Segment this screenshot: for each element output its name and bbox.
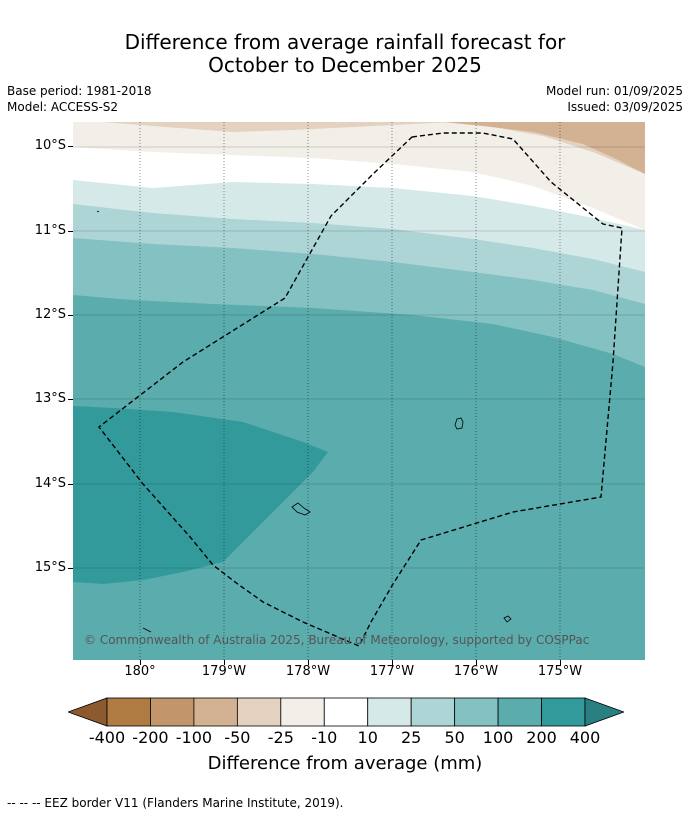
legend-colorbar — [68, 697, 624, 727]
legend-label: 100 — [482, 728, 514, 747]
model-name: Model: ACCESS-S2 — [7, 100, 119, 114]
meta-left: Base period: 1981-2018 Model: ACCESS-S2 — [7, 83, 152, 115]
meta-right: Model run: 01/09/2025 Issued: 03/09/2025 — [546, 83, 683, 115]
lon-label-176w: 176°W — [453, 664, 499, 679]
lon-tick — [392, 660, 393, 665]
lat-tick — [68, 231, 73, 232]
latitude-lines — [73, 146, 645, 569]
legend-swatch — [454, 697, 499, 727]
legend-swatch — [280, 697, 325, 727]
legend-swatch — [323, 697, 369, 727]
island-shape — [142, 627, 152, 633]
legend-swatch — [497, 697, 542, 727]
legend-swatch — [150, 697, 195, 727]
map-title: Difference from average rainfall forecas… — [0, 31, 690, 77]
legend-label: 50 — [444, 728, 465, 747]
eez-footnote: -- -- -- EEZ border V11 (Flanders Marine… — [7, 796, 344, 810]
legend-swatch — [236, 697, 282, 727]
lat-tick — [68, 568, 73, 569]
legend-label: 10 — [357, 728, 378, 747]
lon-label-180: 180° — [124, 664, 156, 679]
model-run: Model run: 01/09/2025 — [545, 84, 683, 98]
legend-swatch — [106, 697, 151, 727]
legend-title: Difference from average (mm) — [207, 753, 483, 774]
lat-label-15s: 15°S — [34, 560, 66, 575]
island-shape — [503, 615, 512, 623]
lat-label-13s: 13°S — [34, 391, 66, 406]
legend-swatch-high-extend — [584, 697, 624, 727]
legend-swatch-low-extend — [68, 697, 108, 727]
copyright-notice: © Commonwealth of Australia 2025, Bureau… — [84, 633, 590, 647]
lat-tick — [68, 399, 73, 400]
lon-tick — [140, 660, 141, 665]
lat-label-14s: 14°S — [34, 476, 66, 491]
legend-label: -25 — [267, 728, 294, 747]
legend-label: -50 — [224, 728, 251, 747]
lat-label-10s: 10°S — [34, 138, 66, 153]
lon-label-178w: 178°W — [285, 664, 331, 679]
lat-tick — [68, 315, 73, 316]
legend-swatch — [541, 697, 586, 727]
legend-swatch — [410, 697, 456, 727]
lat-tick — [68, 146, 73, 147]
rainfall-map — [73, 122, 645, 660]
legend-label: -10 — [311, 728, 338, 747]
issued-date: Issued: 03/09/2025 — [567, 100, 683, 114]
island-shape — [291, 502, 311, 516]
lon-label-179w: 179°W — [201, 664, 247, 679]
lat-label-12s: 12°S — [34, 307, 66, 322]
lon-tick — [308, 660, 309, 665]
lon-label-175w: 175°W — [537, 664, 583, 679]
legend-swatch — [367, 697, 412, 727]
island-shape — [96, 210, 100, 213]
lon-label-177w: 177°W — [369, 664, 415, 679]
band-200-400 — [73, 406, 328, 584]
eez-border — [98, 132, 623, 647]
lat-label-11s: 11°S — [34, 223, 66, 238]
lon-tick — [560, 660, 561, 665]
legend-label: 200 — [526, 728, 557, 747]
legend-label: 400 — [569, 728, 601, 747]
title-line-1: Difference from average rainfall forecas… — [124, 30, 566, 54]
legend-label: 25 — [400, 728, 422, 747]
band-minus-25-10 — [73, 122, 645, 230]
legend-swatch — [193, 697, 238, 727]
island-shape — [454, 417, 464, 430]
lon-tick — [476, 660, 477, 665]
lat-tick — [68, 484, 73, 485]
legend-label: -400 — [88, 728, 126, 747]
band-minus-100-50 — [443, 122, 645, 174]
title-line-2: October to December 2025 — [208, 53, 482, 77]
base-period: Base period: 1981-2018 — [7, 84, 152, 98]
legend-label: -200 — [132, 728, 169, 747]
legend-label: -100 — [175, 728, 213, 747]
lon-tick — [224, 660, 225, 665]
